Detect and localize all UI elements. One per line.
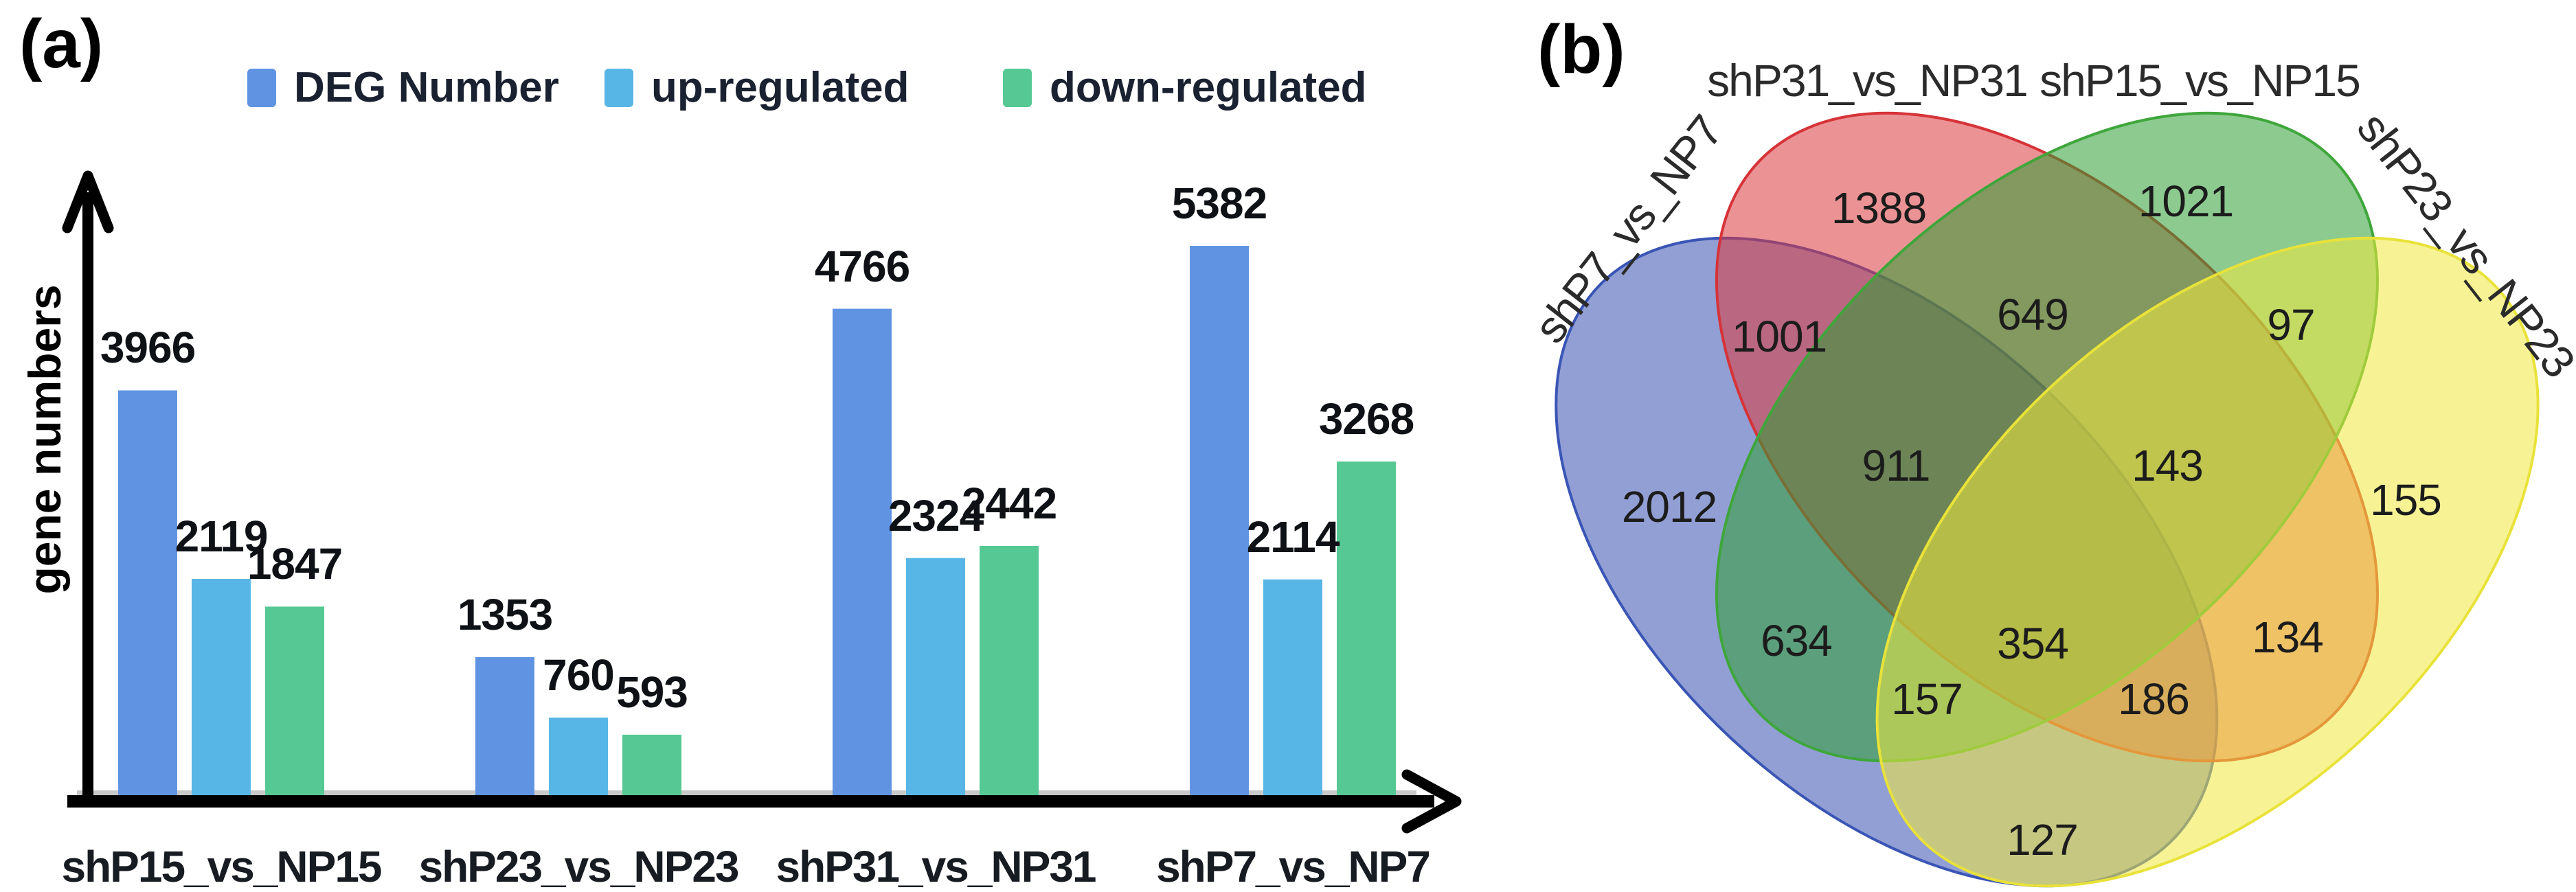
bar-deg-number-shP15 [118,390,177,795]
legend-swatch-deg-number [247,69,276,107]
venn-count-shP31-shP15-shP23: 143 [2132,441,2203,490]
venn-count-shP7-only: 2012 [1622,482,1717,531]
y-axis-line [82,192,93,808]
venn-count-shP7-shP31-shP23: 186 [2118,674,2189,724]
bar-value-label: 2324 [888,491,984,540]
venn-count-shP7-shP31-shP15: 911 [1862,441,1930,490]
legend-swatch-up-regulated [605,69,633,107]
bar-value-label: 593 [616,667,688,717]
bar-deg-number-shP31 [833,308,892,796]
bar-value-label: 4766 [815,242,909,291]
venn-count-shP31-only: 1388 [1831,183,1926,233]
venn-count-shP7-shP31: 1001 [1732,312,1827,361]
bar-group-shP7_vs_NP7: 5382 2114 3268 [1172,179,1414,795]
venn-count-shP15-shP23: 97 [2267,300,2314,350]
bar-group-shP23_vs_NP23: 1353 760 593 [457,590,688,795]
venn-count-shP7-shP15-shP23: 157 [1891,674,1963,724]
venn-set-label-shP31_vs_NP31: shP31_vs_NP31 [1707,55,2027,106]
bar-down-regulated-shP31 [980,546,1039,795]
legend-label-down-regulated: down-regulated [1050,64,1367,111]
x-tick-shP31_vs_NP31: shP31_vs_NP31 [776,842,1095,891]
x-axis-line [67,795,1434,808]
bar-value-label: 1353 [457,590,552,639]
bar-down-regulated-shP23 [622,734,681,795]
bar-up-regulated-shP23 [549,718,608,795]
legend-swatch-down-regulated [1003,69,1032,107]
bar-deg-number-shP23 [475,656,534,795]
chart-legend: DEG Number up-regulated down-regulated [247,64,1367,111]
venn-count-shP23-only: 155 [2370,475,2441,525]
bar-value-label: 3268 [1319,394,1414,444]
bar-down-regulated-shP7 [1337,461,1396,795]
venn-count-all-four: 354 [1997,619,2068,668]
venn-count-shP31-shP23: 134 [2252,613,2323,662]
bar-value-label: 2442 [962,479,1057,528]
bar-value-label: 2119 [175,512,268,561]
bar-value-label: 3966 [100,323,195,372]
bar-value-label: 2114 [1247,512,1340,562]
x-tick-shP15_vs_NP15: shP15_vs_NP15 [61,842,381,891]
bar-up-regulated-shP31 [906,558,965,795]
bar-chart: DEG Number up-regulated down-regulated g… [19,64,1462,891]
x-axis-gray-strip [77,790,1416,795]
y-axis-arrow [62,170,114,233]
bar-down-regulated-shP15 [265,606,324,795]
venn-count-shP7-shP15: 634 [1761,616,1832,665]
bar-value-label: 1847 [247,539,342,588]
panel-a-label: (a) [19,5,104,82]
bar-value-label: 5382 [1172,179,1267,228]
venn-set-label-shP15_vs_NP15: shP15_vs_NP15 [2040,55,2360,106]
venn-diagram: shP31_vs_NP31 shP15_vs_NP15 shP7_vs_NP7 … [1546,27,2576,892]
legend-label-up-regulated: up-regulated [651,64,909,111]
x-tick-shP23_vs_NP23: shP23_vs_NP23 [418,842,738,891]
panel-b-label: (b) [1537,11,1625,88]
venn-count-shP31-shP15: 649 [1997,290,2068,339]
bar-group-shP15_vs_NP15: 3966 2119 1847 [100,323,343,795]
bar-value-label: 760 [543,650,614,700]
venn-ellipses [1457,0,2576,892]
x-tick-shP7_vs_NP7: shP7_vs_NP7 [1156,842,1430,891]
venn-ellipse-shP23_vs_NP23 [1778,106,2576,892]
y-axis-title: gene numbers [19,284,70,594]
x-axis-arrow [1401,769,1462,834]
legend-label-deg-number: DEG Number [294,64,559,111]
bar-deg-number-shP7 [1190,246,1249,795]
bar-group-shP31_vs_NP31: 4766 2324 2442 [815,242,1057,796]
venn-count-shP15-only: 1021 [2138,176,2233,226]
bar-up-regulated-shP15 [192,579,251,795]
bar-up-regulated-shP7 [1263,579,1322,795]
venn-count-shP7-shP23: 127 [2007,815,2078,865]
